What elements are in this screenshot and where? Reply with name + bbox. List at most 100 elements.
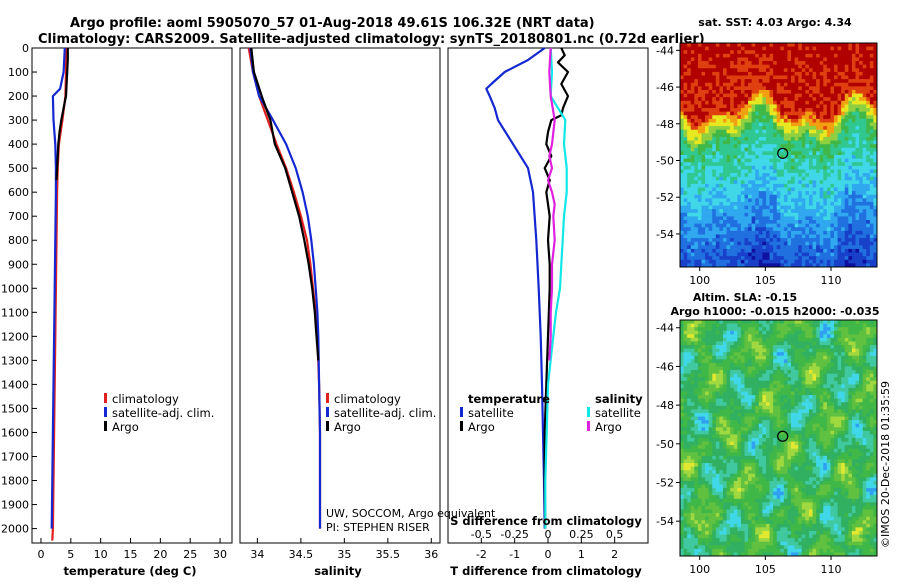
map-pixel — [734, 159, 738, 163]
map-pixel — [823, 86, 827, 90]
map-pixel — [856, 366, 860, 370]
map-pixel — [838, 202, 842, 206]
map-pixel — [737, 231, 741, 235]
map-pixel — [795, 166, 799, 170]
map-pixel — [744, 331, 748, 335]
map-pixel — [759, 162, 763, 166]
map-pixel — [694, 374, 698, 378]
map-pixel — [712, 402, 716, 406]
map-pixel — [734, 97, 738, 101]
series-line-s-satellite — [545, 48, 566, 529]
map-pixel — [741, 381, 745, 385]
map-pixel — [830, 370, 834, 374]
map-pixel — [805, 126, 809, 130]
map-pixel — [716, 177, 720, 181]
map-pixel — [698, 141, 702, 145]
map-pixel — [827, 184, 831, 188]
map-pixel — [680, 356, 684, 360]
map-pixel — [744, 130, 748, 134]
map-pixel — [852, 159, 856, 163]
map-pixel — [809, 366, 813, 370]
map-pixel — [784, 177, 788, 181]
map-pixel — [866, 184, 870, 188]
map-pixel — [809, 359, 813, 363]
map-pixel — [752, 137, 756, 141]
map-pixel — [841, 198, 845, 202]
map-pixel — [744, 352, 748, 356]
map-pixel — [848, 338, 852, 342]
map-pixel — [856, 399, 860, 403]
map-pixel — [830, 374, 834, 378]
map-pixel — [716, 352, 720, 356]
map-pixel — [730, 47, 734, 51]
map-pixel — [723, 388, 727, 392]
map-pixel — [852, 115, 856, 119]
map-pixel — [852, 130, 856, 134]
map-pixel — [684, 331, 688, 335]
map-pixel — [823, 126, 827, 130]
map-pixel — [734, 327, 738, 331]
map-pixel — [852, 76, 856, 80]
map-pixel — [773, 327, 777, 331]
map-pixel — [830, 108, 834, 112]
map-pixel — [719, 341, 723, 345]
map-pixel — [830, 188, 834, 192]
map-pixel — [744, 320, 748, 324]
map-pixel — [680, 130, 684, 134]
map-pixel — [770, 363, 774, 367]
map-pixel — [787, 108, 791, 112]
map-pixel — [859, 43, 863, 47]
map-pixel — [687, 402, 691, 406]
map-pixel — [798, 184, 802, 188]
map-pixel — [755, 104, 759, 108]
map-pixel — [787, 220, 791, 224]
map-pixel — [845, 173, 849, 177]
map-pixel — [748, 377, 752, 381]
map-pixel — [762, 206, 766, 210]
map-pixel — [727, 388, 731, 392]
map-pixel — [809, 320, 813, 324]
map-pixel — [719, 245, 723, 249]
map-pixel — [870, 381, 874, 385]
map-pixel — [838, 209, 842, 213]
map-pixel — [766, 381, 770, 385]
map-pixel — [834, 166, 838, 170]
map-pixel — [863, 151, 867, 155]
map-pixel — [870, 191, 874, 195]
map-pixel — [802, 253, 806, 257]
map-pixel — [684, 72, 688, 76]
map-pixel — [848, 392, 852, 396]
map-pixel — [694, 256, 698, 260]
map-pixel — [845, 260, 849, 264]
map-pixel — [741, 377, 745, 381]
map-pixel — [684, 220, 688, 224]
map-pixel — [755, 388, 759, 392]
map-pixel — [716, 349, 720, 353]
map-pixel — [834, 363, 838, 367]
map-pixel — [784, 352, 788, 356]
map-pixel — [805, 83, 809, 87]
map-pixel — [863, 166, 867, 170]
legend-swatch-climatology — [104, 393, 107, 403]
map-pixel — [777, 112, 781, 116]
map-pixel — [684, 195, 688, 199]
map-pixel — [780, 180, 784, 184]
map-pixel — [705, 162, 709, 166]
map-pixel — [698, 119, 702, 123]
map-pixel — [856, 65, 860, 69]
map-pixel — [766, 213, 770, 217]
map-pixel — [701, 151, 705, 155]
map-pixel — [852, 61, 856, 65]
map-pixel — [684, 334, 688, 338]
map-pixel — [791, 137, 795, 141]
map-pixel — [838, 198, 842, 202]
map-pixel — [816, 94, 820, 98]
lat-tick-label: -46 — [656, 81, 674, 94]
map-pixel — [687, 366, 691, 370]
map-pixel — [730, 195, 734, 199]
map-pixel — [680, 104, 684, 108]
map-pixel — [813, 50, 817, 54]
map-pixel — [830, 57, 834, 61]
map-pixel — [802, 234, 806, 238]
map-pixel — [759, 366, 763, 370]
